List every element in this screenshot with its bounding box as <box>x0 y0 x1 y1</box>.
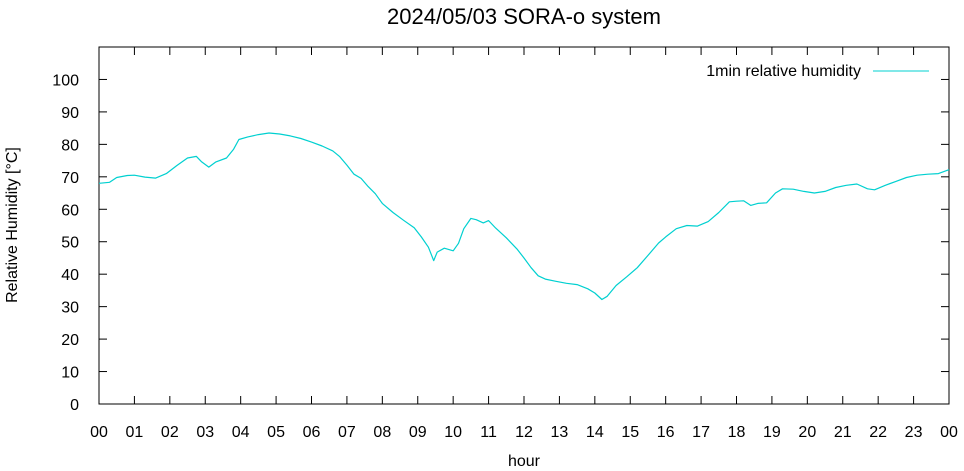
y-axis-label: Relative Humidity [°C] <box>4 147 21 303</box>
x-tick-label: 07 <box>338 424 356 441</box>
x-tick-label: 23 <box>905 424 923 441</box>
y-tick-label: 40 <box>61 267 79 284</box>
y-tick-label: 50 <box>61 235 79 252</box>
y-tick-label: 0 <box>70 397 79 414</box>
chart-title: 2024/05/03 SORA-o system <box>387 4 661 29</box>
x-tick-label: 22 <box>869 424 887 441</box>
x-tick-label: 05 <box>267 424 285 441</box>
x-tick-label: 01 <box>126 424 144 441</box>
series-layer <box>98 132 950 301</box>
y-tick-label: 100 <box>52 72 79 89</box>
x-tick-label: 13 <box>551 424 569 441</box>
x-tick-label: 16 <box>657 424 675 441</box>
y-tick-label: 80 <box>61 137 79 154</box>
y-tick-label: 30 <box>61 300 79 317</box>
x-tick-label: 02 <box>161 424 179 441</box>
x-tick-label: 08 <box>373 424 391 441</box>
legend-label: 1min relative humidity <box>706 63 861 80</box>
x-tick-label: 12 <box>515 424 533 441</box>
x-tick-label: 00 <box>90 424 108 441</box>
y-tick-label: 10 <box>61 365 79 382</box>
y-axis: 0 10 20 30 40 50 60 70 80 90 100 <box>52 72 949 414</box>
x-tick-label: 04 <box>232 424 250 441</box>
legend: 1min relative humidity <box>706 63 929 80</box>
x-tick-label: 03 <box>196 424 214 441</box>
x-tick-label: 19 <box>763 424 781 441</box>
x-tick-label: 06 <box>303 424 321 441</box>
x-tick-label: 11 <box>480 424 497 441</box>
y-tick-label: 60 <box>61 202 79 219</box>
series-line-humidity <box>98 132 950 301</box>
x-tick-label: 20 <box>798 424 816 441</box>
x-tick-label: 14 <box>586 424 604 441</box>
y-tick-label: 20 <box>61 332 79 349</box>
x-tick-label: 17 <box>692 424 710 441</box>
plot-frame <box>98 46 950 405</box>
x-tick-label: 09 <box>409 424 427 441</box>
x-axis: 00 01 02 03 04 05 06 07 08 09 10 11 12 13 14 15 16 17 18 19… <box>90 47 958 441</box>
y-tick-label: 70 <box>61 170 79 187</box>
x-tick-label: 21 <box>834 424 852 441</box>
y-tick-label: 90 <box>61 105 79 122</box>
x-tick-label: 15 <box>621 424 639 441</box>
x-tick-label: 10 <box>444 424 462 441</box>
x-tick-label: 00 <box>940 424 958 441</box>
x-tick-label: 18 <box>728 424 746 441</box>
x-axis-label: hour <box>508 453 541 470</box>
